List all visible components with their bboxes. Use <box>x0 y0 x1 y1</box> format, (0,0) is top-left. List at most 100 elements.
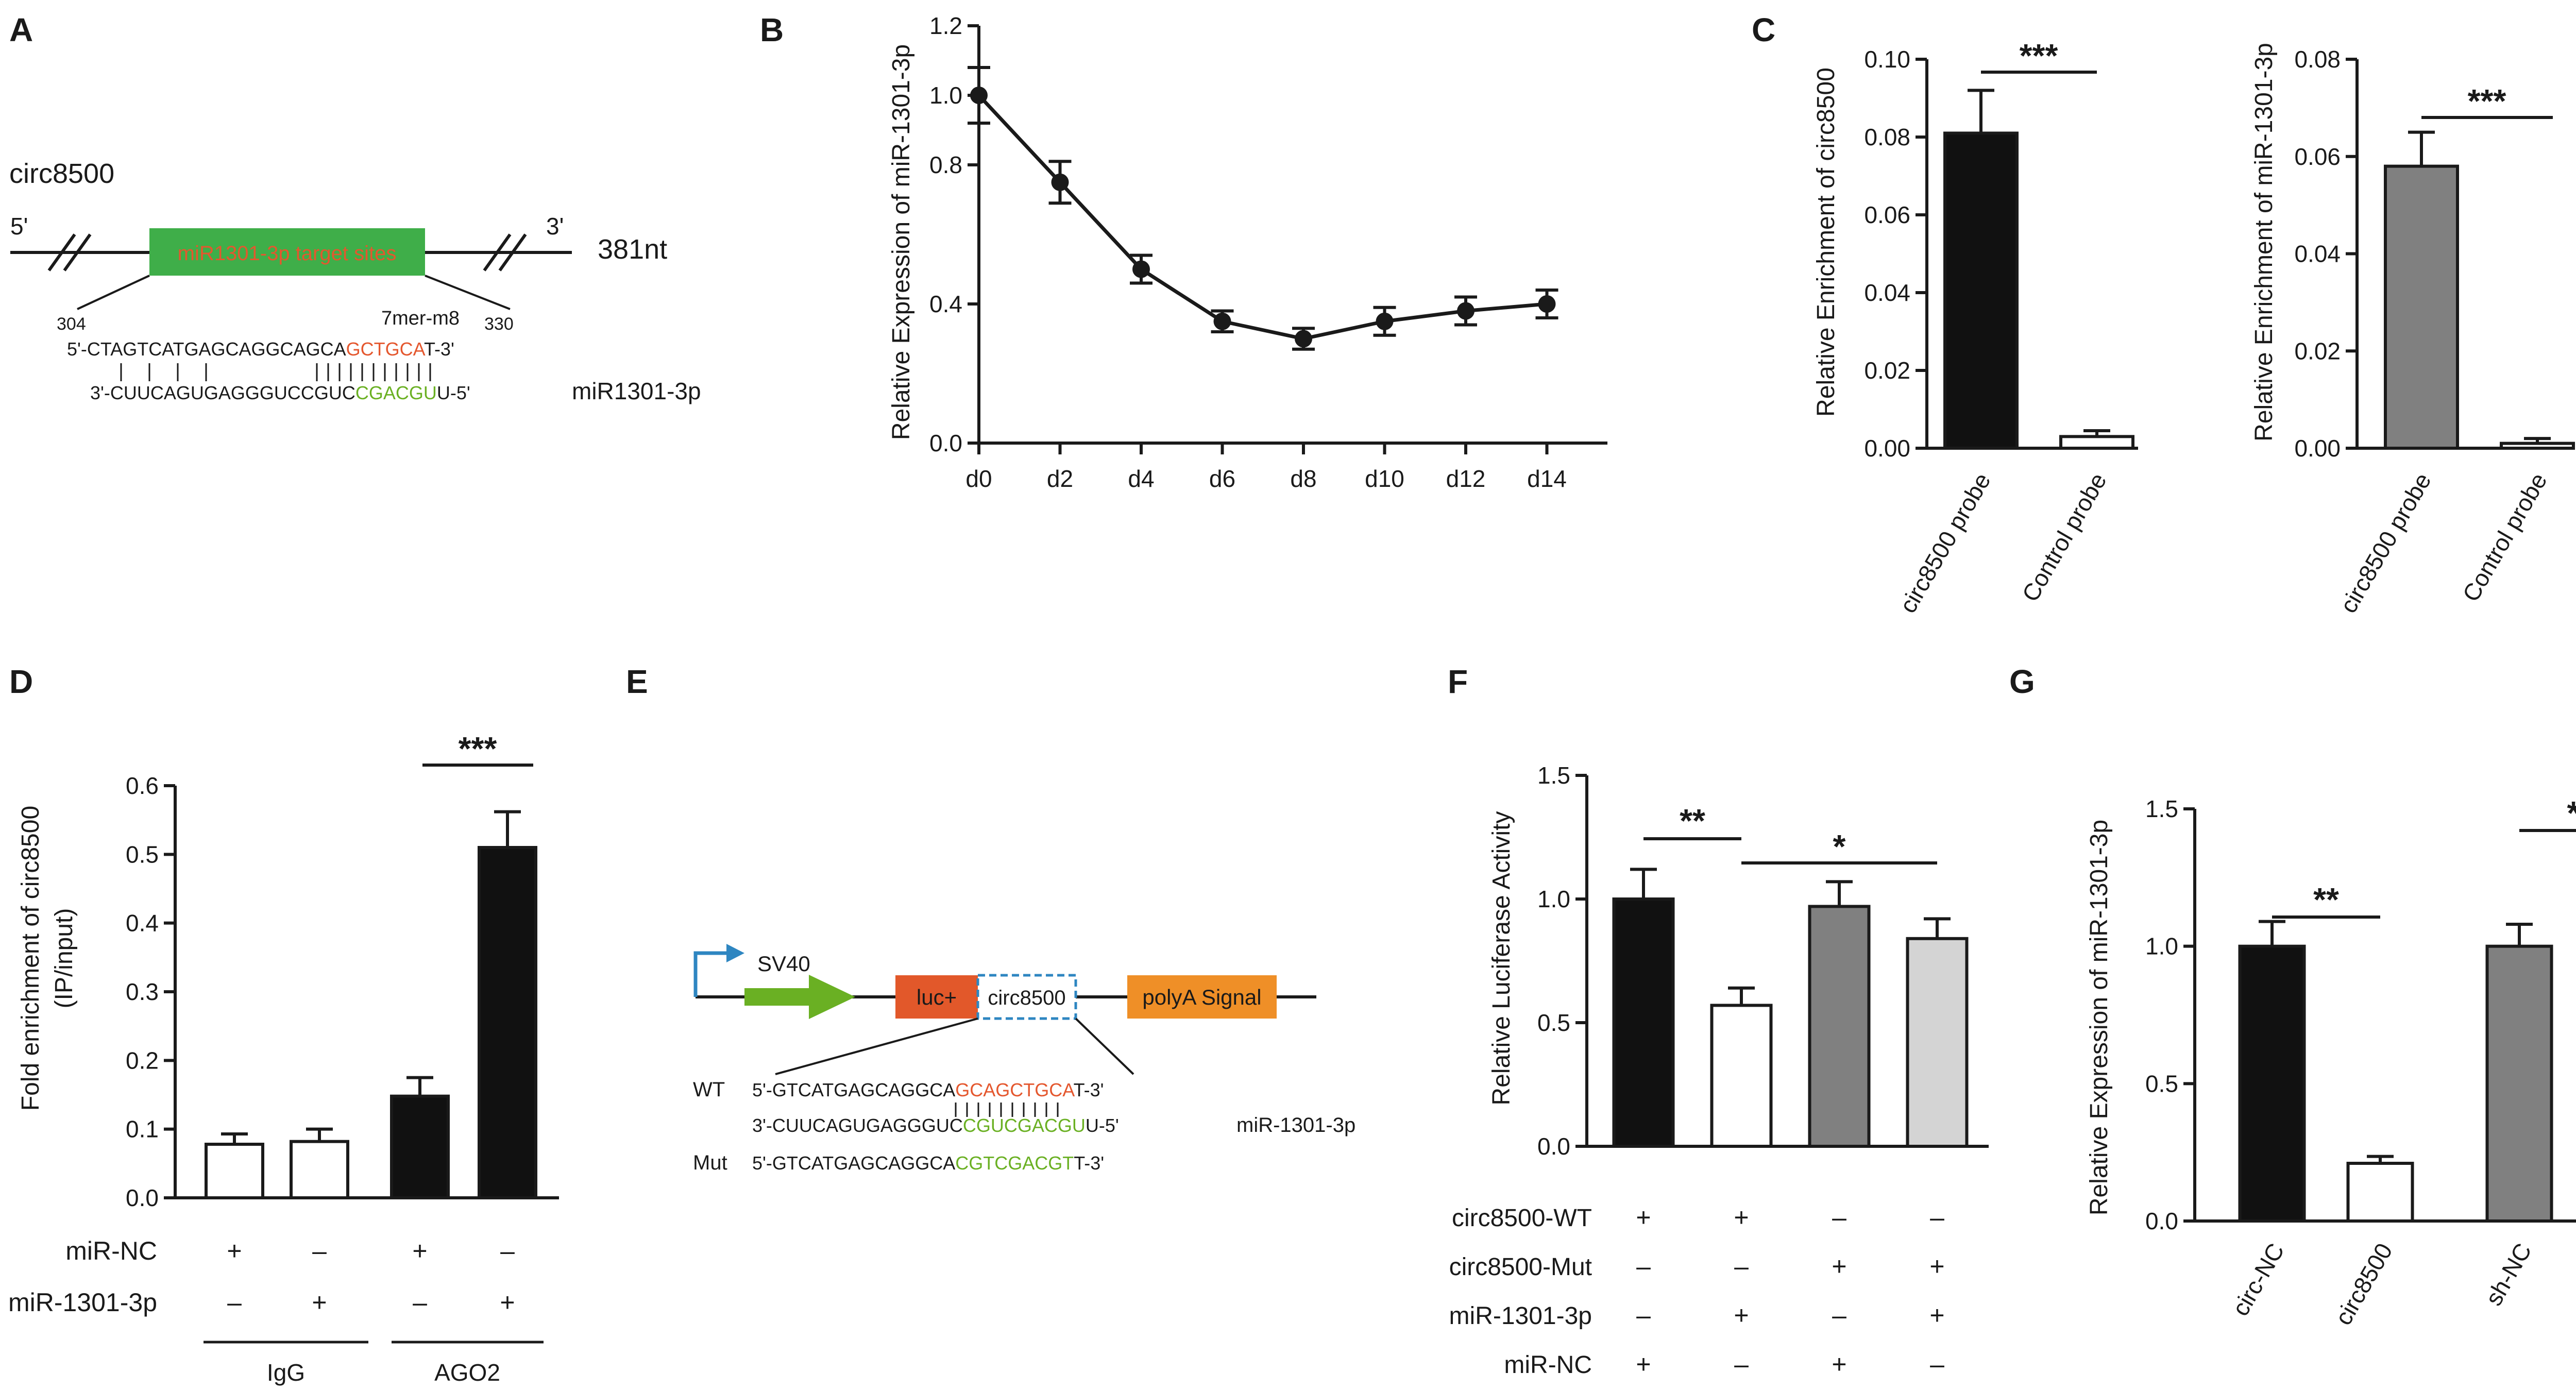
panel-f: Relative Luciferase Activity 0.0 0.5 1.0 1.… <box>1449 762 1989 1379</box>
chart-d-ytick-label: 0.4 <box>126 910 159 937</box>
chart-c1-ytick-label: 0.00 <box>1864 435 1910 462</box>
chart-d-bar <box>478 846 537 1199</box>
chart-g-significance-1: ** <box>2313 881 2339 918</box>
chart-b-xtick-label: d0 <box>965 465 992 492</box>
chart-c1-ytick-label: 0.06 <box>1864 201 1910 228</box>
panel-a: circ8500 5' 3' miR1301-3p target sites 3… <box>9 158 701 404</box>
chart-c1-ylabel: Relative Enrichment of circ8500 <box>1812 67 1840 417</box>
chart-f-row-sign: – <box>1832 1203 1846 1232</box>
chart-d-row-sign: + <box>227 1236 242 1265</box>
chart-c2-ylabel: Relative Enrichment of miR-1301-3p <box>2250 43 2278 442</box>
chart-b-xtick-label: d6 <box>1209 465 1235 492</box>
chart-f-significance-1: ** <box>1680 802 1705 839</box>
chart-b-point <box>1051 173 1069 191</box>
chart-f-row-sign: – <box>1930 1350 1944 1379</box>
chart-d-ytick-label: 0.6 <box>126 772 159 799</box>
chart-f-row-sign: + <box>1734 1301 1749 1330</box>
chart-c1-bar <box>2059 435 2134 450</box>
chart-d-row-label: miR-NC <box>65 1236 157 1265</box>
circ-insert-box <box>976 974 1077 1020</box>
promoter-arrowhead-icon <box>726 944 744 962</box>
target-site-box <box>149 228 425 276</box>
break-mark-1b <box>63 233 92 272</box>
chart-c1-ytick-label: 0.02 <box>1864 357 1910 384</box>
panel-g: Relative Expression of miR-1301-3p 0.0 0.… <box>2086 794 2576 1330</box>
chart-f-row-sign: – <box>1636 1301 1651 1330</box>
chart-b-point <box>1295 330 1312 348</box>
chart-g-xtick-label: circ8500 <box>2330 1239 2398 1330</box>
wt-label: WT <box>693 1078 725 1101</box>
circ-title: circ8500 <box>9 158 114 189</box>
chart-d-row-sign: – <box>312 1236 327 1265</box>
chart-d-row-sign: + <box>312 1288 327 1317</box>
mir-name: miR-1301-3p <box>1236 1114 1355 1137</box>
panel-label-d: D <box>9 663 33 700</box>
chart-f-ytick-label: 0.0 <box>1537 1133 1570 1160</box>
chart-d-row-sign: – <box>227 1288 242 1317</box>
chart-b-xtick-label: d14 <box>1527 465 1567 492</box>
chart-b-xtick-label: d12 <box>1446 465 1486 492</box>
chart-b-point <box>1376 312 1394 330</box>
zoom-line-e-left <box>775 1018 978 1075</box>
break-mark-2b <box>498 233 527 272</box>
chart-d-row-label: miR-1301-3p <box>8 1288 157 1317</box>
break-mark-1a <box>47 233 76 272</box>
chart-b-point <box>1457 302 1475 320</box>
pos-end: 330 <box>484 314 514 334</box>
chart-d-group-igg: IgG <box>267 1359 305 1386</box>
chart-b-point <box>1538 295 1556 313</box>
chart-f-row-sign: – <box>1734 1252 1749 1281</box>
chart-f-row-label: miR-NC <box>1504 1351 1592 1379</box>
chart-f-bar <box>1906 937 1969 1148</box>
chart-f-row-sign: + <box>1929 1301 1944 1330</box>
chart-c1-ytick-label: 0.08 <box>1864 124 1910 150</box>
chart-b-xtick-label: d10 <box>1365 465 1404 492</box>
mirna-label: miR1301-3p <box>572 378 701 404</box>
top-sequence: 5'-CTAGTCATGAGCAGGCAGCAGCTGCAT-3' <box>67 338 454 360</box>
panel-e: SV40 luc+ circ8500 polyA Signal WT 5'-GT… <box>693 944 1355 1174</box>
chart-g-xtick-label: sh-NC <box>2480 1239 2536 1310</box>
chart-b-ylabel: Relative Expression of miR-1301-3p <box>888 44 915 440</box>
chart-c2-ytick-label: 0.00 <box>2294 435 2341 462</box>
chart-f-bar <box>1808 905 1871 1148</box>
chart-g-bar <box>2238 944 2306 1223</box>
chart-d-group-ago2: AGO2 <box>434 1359 500 1386</box>
chart-c1-ytick-label: 0.10 <box>1864 46 1910 73</box>
chart-b-point <box>970 87 988 104</box>
chart-c2-xtick-label: Control probe <box>2457 468 2552 606</box>
chart-f-row-label: circ8500-WT <box>1452 1205 1592 1232</box>
mut-sequence: 5'-GTCATGAGCAGGCACGTCGACGTT-3' <box>752 1152 1104 1174</box>
chart-g-ytick-label: 0.5 <box>2145 1070 2178 1097</box>
chart-d-ytick-label: 0.3 <box>126 978 159 1005</box>
length-label: 381nt <box>598 234 667 265</box>
chart-f-ylabel: Relative Luciferase Activity <box>1488 811 1515 1106</box>
chart-g-ylabel: Relative Expression of miR-1301-3p <box>2086 820 2113 1215</box>
chart-c2-ytick-label: 0.06 <box>2294 143 2341 170</box>
chart-d-ylabel: Fold enrichment of circ8500 <box>17 806 44 1111</box>
polya-label: polyA Signal <box>1142 985 1261 1009</box>
bottom-sequence: 3'-CUUCAGUGAGGGUCCGUCCGACGUU-5' <box>90 382 470 403</box>
chart-f-row-label: miR-1301-3p <box>1449 1302 1592 1330</box>
mut-label: Mut <box>693 1151 727 1174</box>
pairing-lines-e <box>955 1103 1059 1117</box>
panel-c-right: Relative Enrichment of miR-1301-3p 0.00 0… <box>2250 43 2575 618</box>
polya-box <box>1127 975 1277 1019</box>
chart-f-ytick-label: 1.0 <box>1537 886 1570 912</box>
chart-c1-xtick-label: circ8500 probe <box>1894 468 1995 618</box>
chart-d-row-sign: – <box>413 1288 427 1317</box>
chart-f-row-sign: + <box>1832 1350 1846 1379</box>
pairing-lines-a <box>120 363 431 381</box>
panel-label-g: G <box>2009 663 2035 700</box>
chart-f-bar <box>1612 897 1675 1148</box>
sv40-label: SV40 <box>757 952 810 976</box>
chart-c1-ytick-label: 0.04 <box>1864 279 1910 306</box>
chart-f-significance-2: * <box>1833 828 1846 865</box>
chart-b-ytick-label: 1.0 <box>929 82 962 109</box>
chart-f-row-sign: + <box>1636 1203 1651 1232</box>
sv40-arrow-icon <box>744 975 855 1019</box>
chart-b-series-line <box>977 94 1547 341</box>
chart-f-ytick-label: 0.5 <box>1537 1009 1570 1036</box>
chart-d-bar <box>290 1140 349 1200</box>
chart-c2-bar <box>2384 164 2459 450</box>
